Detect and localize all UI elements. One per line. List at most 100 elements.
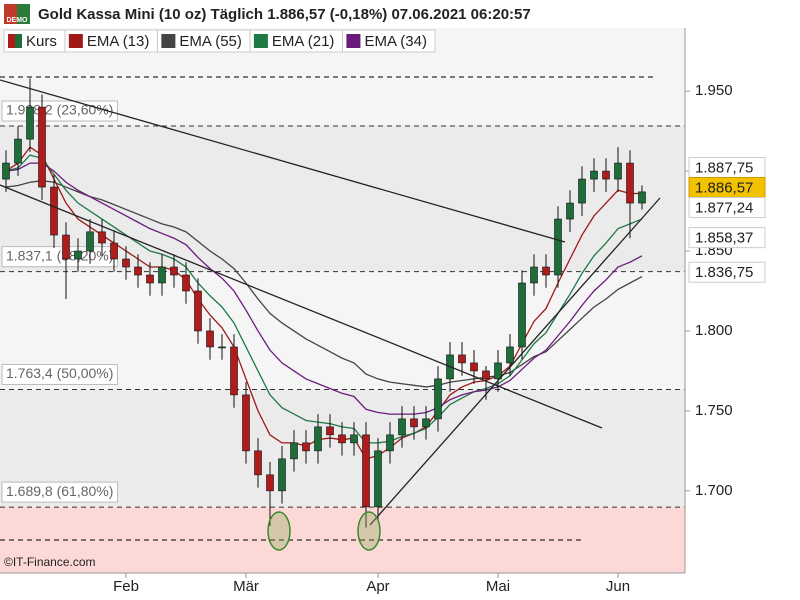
candle-body — [626, 162, 634, 204]
badge: DEMO — [7, 17, 29, 24]
x-tick-label: Mai — [486, 578, 510, 595]
legend-label: Kurs — [26, 33, 57, 50]
candle-body — [290, 442, 298, 460]
legend-swatch — [68, 34, 83, 48]
candle-body — [134, 266, 142, 276]
candle-body — [122, 258, 130, 268]
candle-body — [2, 162, 10, 180]
price-tag — [688, 196, 766, 218]
candle-body — [434, 378, 442, 420]
candle-body — [590, 170, 598, 180]
candle-body — [86, 231, 94, 252]
candle-body — [422, 418, 430, 428]
legend-swatch — [161, 34, 176, 48]
highlight-ellipse — [267, 511, 291, 551]
highlight-ellipse — [357, 511, 381, 551]
candle-body — [98, 231, 106, 244]
ema-line — [5, 154, 643, 444]
x-tick-label: Feb — [113, 578, 139, 595]
candle-body — [14, 138, 22, 164]
price-tag-label: 1.877,24 — [695, 199, 753, 216]
candle-body — [110, 242, 118, 260]
fib-label: 1.763,4 (50,00%) — [6, 365, 113, 381]
candle-body — [350, 434, 358, 444]
legend-swatch — [15, 34, 22, 48]
price-tag — [688, 227, 766, 249]
candle-body — [254, 450, 262, 476]
price-tag-label: 1.886,57 — [695, 179, 753, 196]
legend-label: EMA (21) — [272, 33, 335, 50]
candle-body — [578, 178, 586, 204]
legend-swatch — [346, 34, 361, 48]
legend-label: EMA (13) — [87, 33, 150, 50]
candle-body — [242, 394, 250, 452]
candle-body — [614, 162, 622, 180]
candle-body — [158, 266, 166, 284]
candle-body — [482, 370, 490, 380]
y-tick-label: 1.750 — [695, 402, 733, 419]
ema-line — [5, 146, 642, 460]
legend-label: EMA (34) — [364, 33, 427, 50]
y-tick-label: 1.950 — [695, 82, 733, 99]
candle-body — [314, 426, 322, 452]
price-tag — [688, 261, 766, 283]
candle-body — [458, 354, 466, 364]
price-tag-label: 1.836,75 — [695, 264, 753, 281]
fib-label: 1.837,1 (38,20%) — [6, 247, 113, 263]
candle-body — [26, 106, 34, 140]
candle-body — [554, 218, 562, 276]
badge-icon — [4, 4, 17, 24]
candle-body — [146, 274, 154, 284]
x-tick-label: Apr — [366, 578, 389, 595]
legend-swatch — [253, 34, 268, 48]
candle-body — [518, 282, 526, 348]
candle-body — [278, 458, 286, 492]
trend-line — [0, 184, 603, 429]
candle-body — [218, 346, 226, 349]
candle-body — [530, 266, 538, 284]
trend-line — [369, 197, 661, 526]
candle-body — [362, 434, 370, 508]
candle-body — [170, 266, 178, 276]
candle-body — [602, 170, 610, 180]
price-tag-label: 1.858,37 — [695, 230, 753, 247]
candle-body — [62, 234, 70, 260]
candle-body — [398, 418, 406, 436]
y-tick-label: 1.700 — [695, 482, 733, 499]
ema-line — [5, 162, 643, 415]
legend-label: EMA (55) — [179, 33, 242, 50]
fib-label: 1.689,8 (61,80%) — [6, 483, 113, 499]
candle-body — [506, 346, 514, 364]
candle-body — [638, 191, 646, 204]
candle-body — [386, 434, 394, 452]
price-tag-label: 1.887,75 — [695, 159, 753, 176]
candle-body — [326, 426, 334, 436]
candle-body — [38, 106, 46, 188]
ema-line — [5, 180, 643, 388]
candle-body — [374, 450, 382, 508]
x-tick-label: Jun — [606, 578, 630, 595]
title-bar — [0, 0, 800, 28]
fib-label-bg — [1, 363, 118, 385]
y-tick-label: 1.800 — [695, 322, 733, 339]
candle-body — [266, 474, 274, 492]
fib-label: 1.928,2 (23,60%) — [6, 102, 113, 118]
candle-body — [566, 202, 574, 220]
candle-body — [230, 346, 238, 396]
candle-body — [206, 330, 214, 348]
candle-body — [194, 290, 202, 332]
candle-body — [470, 362, 478, 372]
candle-body — [542, 266, 550, 276]
candle-body — [338, 434, 346, 444]
candle-body — [494, 362, 502, 380]
candle-body — [74, 250, 82, 260]
trend-line — [0, 79, 566, 243]
candle-body — [302, 442, 310, 452]
candle-body — [182, 274, 190, 292]
source: ©IT-Finance.com — [4, 555, 96, 569]
fib-label-bg — [1, 481, 118, 503]
candle-body — [50, 186, 58, 236]
chart-title: Gold Kassa Mini (10 oz) Täglich 1.886,57… — [38, 6, 531, 23]
candle-body — [410, 418, 418, 428]
